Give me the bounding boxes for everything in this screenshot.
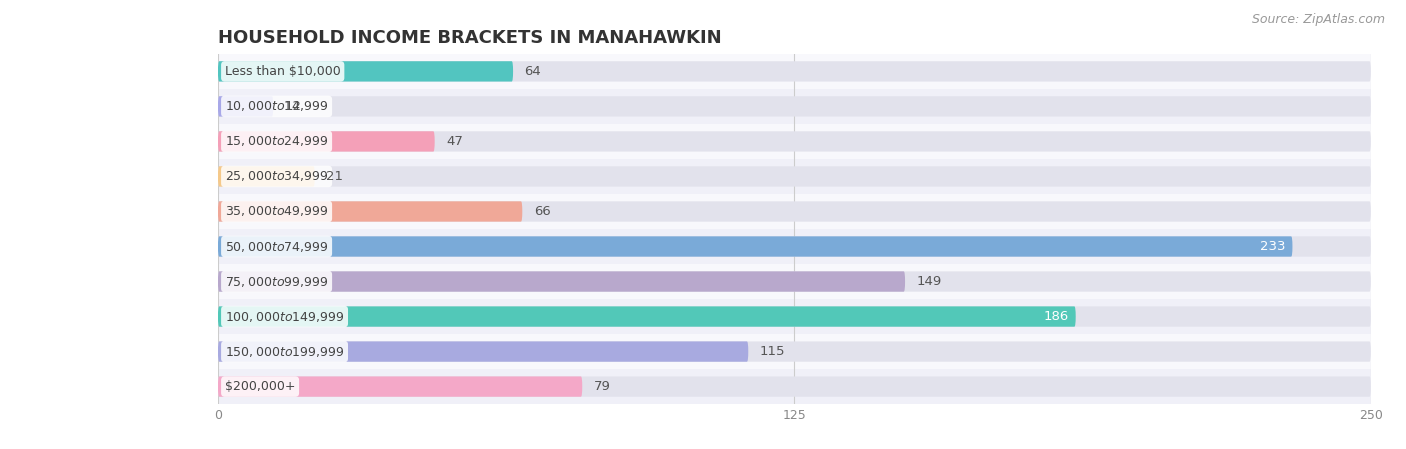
- FancyBboxPatch shape: [218, 201, 1371, 222]
- FancyBboxPatch shape: [218, 96, 1371, 117]
- FancyBboxPatch shape: [218, 54, 1371, 89]
- FancyBboxPatch shape: [218, 306, 1371, 327]
- FancyBboxPatch shape: [218, 131, 1371, 152]
- Text: 21: 21: [326, 170, 343, 183]
- FancyBboxPatch shape: [218, 201, 522, 222]
- FancyBboxPatch shape: [218, 271, 1371, 292]
- FancyBboxPatch shape: [218, 194, 1371, 229]
- Text: 66: 66: [534, 205, 551, 218]
- Text: $150,000 to $199,999: $150,000 to $199,999: [225, 344, 344, 359]
- FancyBboxPatch shape: [218, 236, 1292, 257]
- Text: $35,000 to $49,999: $35,000 to $49,999: [225, 204, 329, 219]
- FancyBboxPatch shape: [218, 271, 905, 292]
- Text: 149: 149: [917, 275, 942, 288]
- Text: $75,000 to $99,999: $75,000 to $99,999: [225, 274, 329, 289]
- Text: $200,000+: $200,000+: [225, 380, 295, 393]
- Text: $100,000 to $149,999: $100,000 to $149,999: [225, 309, 344, 324]
- Text: Less than $10,000: Less than $10,000: [225, 65, 340, 78]
- FancyBboxPatch shape: [218, 264, 1371, 299]
- Text: 115: 115: [759, 345, 786, 358]
- FancyBboxPatch shape: [218, 166, 315, 187]
- Text: 233: 233: [1260, 240, 1285, 253]
- FancyBboxPatch shape: [218, 299, 1371, 334]
- Text: $50,000 to $74,999: $50,000 to $74,999: [225, 239, 329, 254]
- Text: $15,000 to $24,999: $15,000 to $24,999: [225, 134, 329, 149]
- FancyBboxPatch shape: [218, 369, 1371, 404]
- Text: 12: 12: [285, 100, 302, 113]
- Text: 47: 47: [446, 135, 463, 148]
- FancyBboxPatch shape: [218, 61, 513, 82]
- Text: $25,000 to $34,999: $25,000 to $34,999: [225, 169, 329, 184]
- FancyBboxPatch shape: [218, 376, 1371, 397]
- Text: HOUSEHOLD INCOME BRACKETS IN MANAHAWKIN: HOUSEHOLD INCOME BRACKETS IN MANAHAWKIN: [218, 29, 721, 47]
- FancyBboxPatch shape: [218, 341, 748, 362]
- Text: 79: 79: [593, 380, 610, 393]
- FancyBboxPatch shape: [218, 159, 1371, 194]
- FancyBboxPatch shape: [218, 96, 273, 117]
- FancyBboxPatch shape: [218, 166, 1371, 187]
- FancyBboxPatch shape: [218, 376, 582, 397]
- Text: Source: ZipAtlas.com: Source: ZipAtlas.com: [1251, 13, 1385, 26]
- FancyBboxPatch shape: [218, 89, 1371, 124]
- FancyBboxPatch shape: [218, 334, 1371, 369]
- FancyBboxPatch shape: [218, 341, 1371, 362]
- FancyBboxPatch shape: [218, 306, 1076, 327]
- FancyBboxPatch shape: [218, 124, 1371, 159]
- Text: 186: 186: [1043, 310, 1069, 323]
- Text: 64: 64: [524, 65, 541, 78]
- Text: $10,000 to $14,999: $10,000 to $14,999: [225, 99, 329, 114]
- FancyBboxPatch shape: [218, 131, 434, 152]
- FancyBboxPatch shape: [218, 229, 1371, 264]
- FancyBboxPatch shape: [218, 236, 1371, 257]
- FancyBboxPatch shape: [218, 61, 1371, 82]
